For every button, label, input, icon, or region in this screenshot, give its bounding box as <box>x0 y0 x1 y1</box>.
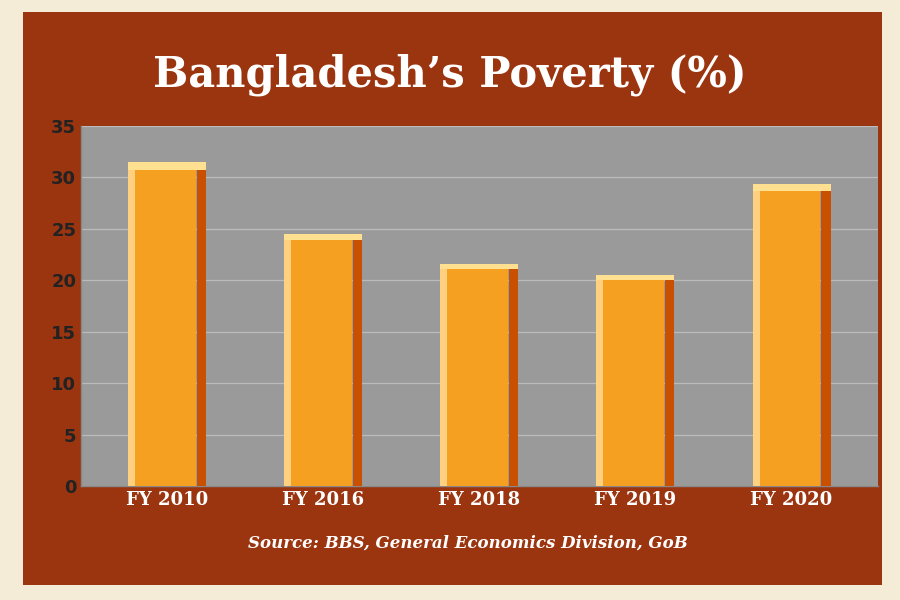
Bar <box>603 275 664 486</box>
Bar <box>128 162 206 170</box>
Bar <box>196 162 206 486</box>
Bar <box>353 234 362 486</box>
Bar <box>284 234 292 486</box>
Bar <box>440 264 518 269</box>
Bar <box>822 184 831 486</box>
Bar <box>597 275 604 486</box>
Bar <box>597 275 674 280</box>
Bar <box>447 264 508 486</box>
Text: Bangladesh’s Poverty (%): Bangladesh’s Poverty (%) <box>153 54 747 96</box>
Bar <box>508 264 518 486</box>
Bar <box>128 162 136 486</box>
Text: Source: BBS, General Economics Division, GoB: Source: BBS, General Economics Division,… <box>248 535 688 551</box>
Bar <box>665 275 674 486</box>
Bar <box>284 234 362 241</box>
Bar <box>440 264 448 486</box>
Bar <box>752 184 760 486</box>
Bar <box>752 184 831 191</box>
Bar <box>291 234 352 486</box>
Bar <box>760 184 821 486</box>
Bar <box>135 162 196 486</box>
